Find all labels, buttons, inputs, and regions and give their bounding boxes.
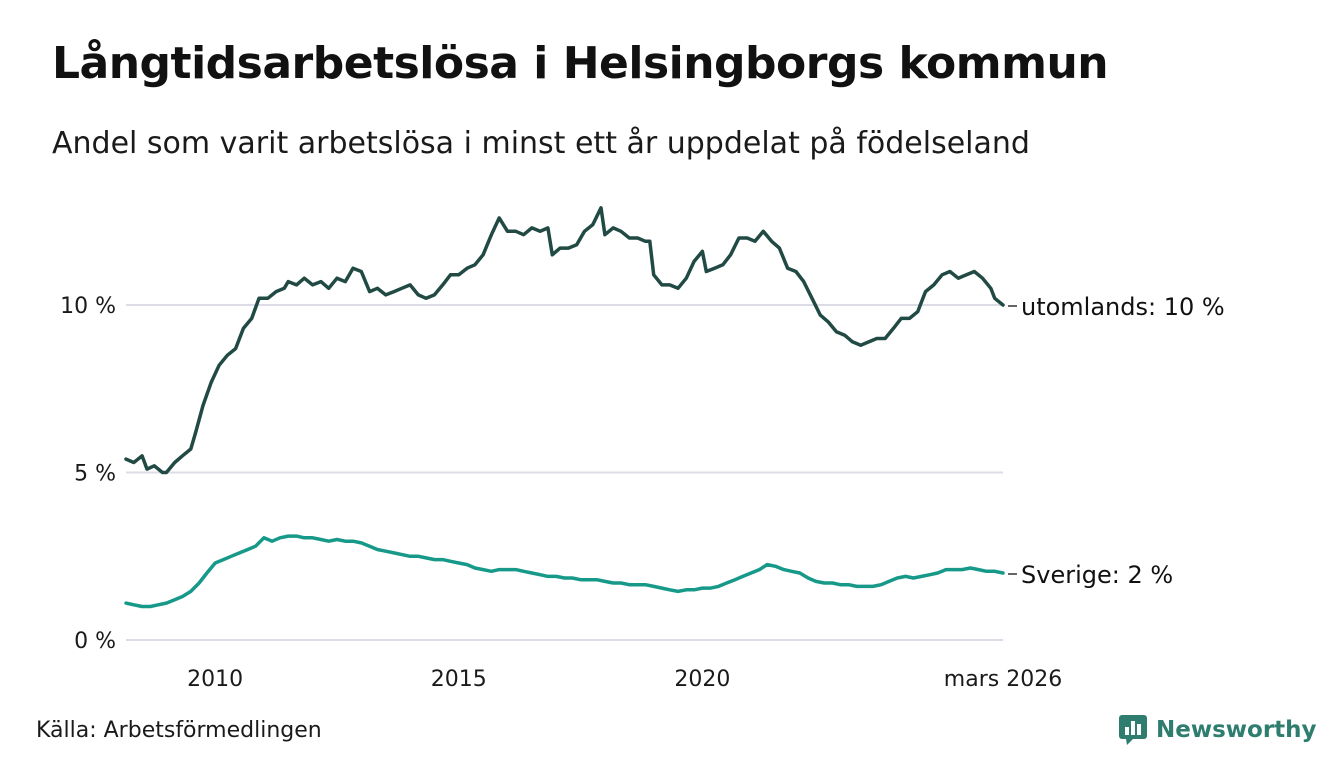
brand-name: Newsworthy	[1156, 717, 1317, 743]
series-end-labels: utomlands: 10 % Sverige: 2 %	[1008, 293, 1225, 589]
y-tick-label-0: 0 %	[74, 629, 116, 654]
y-tick-label-2: 10 %	[60, 294, 116, 319]
x-tick-label-3: mars 2026	[944, 667, 1062, 692]
brand-logo[interactable]: Newsworthy	[1118, 714, 1317, 746]
series-lines	[124, 206, 1005, 609]
y-tick-label-1: 5 %	[74, 462, 116, 487]
source-note: Källa: Arbetsförmedlingen	[36, 718, 322, 743]
series-line-utomlands	[124, 206, 1005, 475]
newsworthy-logo-icon	[1119, 715, 1147, 745]
end-label-utomlands: utomlands: 10 %	[1021, 293, 1225, 321]
chart-subtitle: Andel som varit arbetslösa i minst ett å…	[52, 126, 1030, 161]
x-tick-label-0: 2010	[187, 667, 243, 692]
y-axis-ticks: 0 % 5 % 10 %	[60, 294, 116, 654]
grid-lines	[126, 304, 1003, 641]
series-line-sverige	[124, 534, 1005, 609]
chart-title: Långtidsarbetslösa i Helsingborgs kommun	[52, 38, 1109, 89]
x-tick-label-2: 2020	[674, 667, 730, 692]
end-label-sverige: Sverige: 2 %	[1021, 561, 1173, 589]
x-axis-ticks: 2010 2015 2020 mars 2026	[187, 667, 1062, 692]
x-tick-label-1: 2015	[431, 667, 487, 692]
